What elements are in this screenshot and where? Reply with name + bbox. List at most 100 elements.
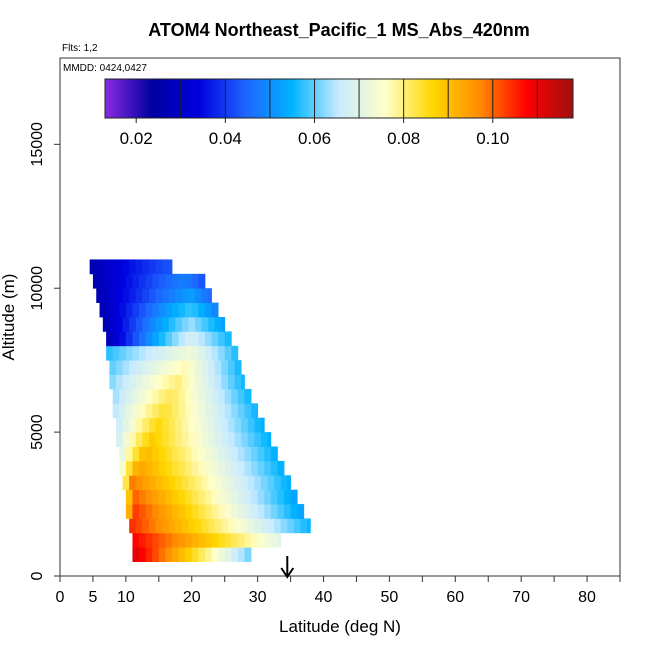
heatmap-cell: [168, 259, 173, 275]
heatmap-cell: [204, 547, 212, 563]
heatmap-cell: [280, 518, 288, 534]
heatmap-cell: [175, 317, 183, 332]
heatmap-cell: [218, 403, 226, 419]
heatmap-cell: [191, 345, 199, 361]
heatmap-cell: [290, 504, 298, 519]
heatmap-cell: [224, 532, 232, 548]
heatmap-cell: [125, 446, 133, 462]
heatmap-cell: [152, 532, 160, 548]
heatmap-cell: [244, 504, 252, 519]
heatmap-cell: [122, 317, 130, 332]
heatmap-cell: [224, 489, 232, 505]
heatmap-cell: [237, 547, 245, 563]
heatmap-cell: [99, 273, 107, 289]
heatmap-cell: [99, 302, 107, 318]
plot-frame: [59, 57, 621, 577]
heatmap-cell: [247, 432, 255, 447]
heatmap-cell: [221, 475, 229, 491]
heatmap-cell: [125, 388, 133, 404]
heatmap-cell: [214, 417, 222, 433]
x-tick-label: 60: [446, 589, 464, 606]
heatmap-cell: [218, 345, 226, 361]
y-tick-label: 15000: [29, 122, 46, 167]
heatmap-cell: [191, 489, 199, 505]
heatmap-cell: [109, 317, 117, 332]
heatmap-cell: [228, 518, 235, 534]
heatmap-cell: [162, 432, 170, 447]
heatmap-cell: [158, 532, 166, 548]
heatmap-cell: [139, 388, 147, 404]
heatmap-cell: [135, 374, 143, 390]
heatmap-cell: [293, 518, 301, 534]
heatmap-cell: [218, 331, 226, 347]
heatmap-cell: [251, 403, 259, 419]
heatmap-cell: [284, 504, 291, 519]
x-tick-label: 20: [183, 589, 201, 606]
heatmap-cell: [125, 403, 133, 419]
heatmap-cell: [274, 475, 282, 491]
heatmap-cell: [116, 288, 123, 304]
heatmap-cell: [129, 360, 137, 375]
heatmap-cell: [237, 446, 245, 462]
heatmap-cell: [142, 374, 150, 390]
heatmap-cell: [178, 489, 186, 505]
heatmap-cell: [155, 518, 163, 534]
heatmap-cell: [204, 504, 212, 519]
heatmap-cell: [148, 259, 156, 275]
heatmap-cell: [181, 317, 189, 332]
heatmap-cell: [145, 273, 153, 289]
heatmap-cell: [142, 417, 150, 433]
heatmap-cell: [145, 345, 153, 361]
heatmap-cell: [204, 388, 212, 404]
heatmap-cell: [158, 388, 166, 404]
heatmap-cell: [158, 504, 166, 519]
heatmap-cell: [178, 460, 186, 476]
heatmap-cell: [211, 460, 219, 476]
heatmap-cell: [244, 446, 252, 462]
heatmap-cell: [178, 388, 186, 404]
heatmap-cell: [247, 518, 255, 534]
heatmap-cell: [125, 331, 133, 347]
heatmap-cell: [102, 288, 110, 304]
heatmap-cell: [254, 417, 262, 433]
heatmap-cell: [106, 302, 114, 318]
heatmap-cell: [191, 460, 199, 476]
heatmap-cell: [181, 360, 189, 375]
heatmap-cell: [195, 518, 203, 534]
heatmap-cell: [198, 532, 206, 548]
heatmap-cell: [135, 432, 143, 447]
heatmap-cell: [211, 446, 219, 462]
heatmap-cell: [152, 273, 160, 289]
heatmap-cell: [172, 446, 179, 462]
heatmap-cell: [119, 446, 127, 462]
heatmap-cell: [135, 288, 143, 304]
colorbar-tick-label: 0.02: [120, 129, 153, 148]
heatmap-cell: [109, 259, 117, 275]
heatmap-cell: [247, 417, 255, 433]
heatmap-cell: [257, 446, 265, 462]
heatmap-cell: [234, 417, 242, 433]
heatmap-cell: [280, 475, 288, 491]
heatmap-cell: [241, 475, 249, 491]
x-tick-label: 50: [381, 589, 399, 606]
heatmap-cell: [204, 489, 212, 505]
heatmap-cell: [221, 518, 229, 534]
heatmap-cell: [158, 302, 166, 318]
heatmap-cell: [129, 417, 137, 433]
heatmap-cell: [204, 532, 212, 548]
heatmap-cell: [129, 288, 137, 304]
heatmap-cell: [211, 388, 219, 404]
heatmap-cell: [188, 518, 196, 534]
heatmap-cell: [148, 475, 156, 491]
heatmap-cell: [132, 460, 140, 476]
heatmap-cell: [158, 460, 166, 476]
heatmap-cell: [122, 259, 130, 275]
heatmap-cell: [254, 518, 262, 534]
heatmap-cell: [234, 432, 242, 447]
heatmap-cell: [116, 259, 123, 275]
heatmap-cell: [165, 547, 173, 563]
heatmap-cell: [234, 518, 242, 534]
heatmap-cell: [152, 547, 160, 563]
heatmap-cell: [214, 317, 222, 332]
heatmap-cell: [208, 518, 216, 534]
